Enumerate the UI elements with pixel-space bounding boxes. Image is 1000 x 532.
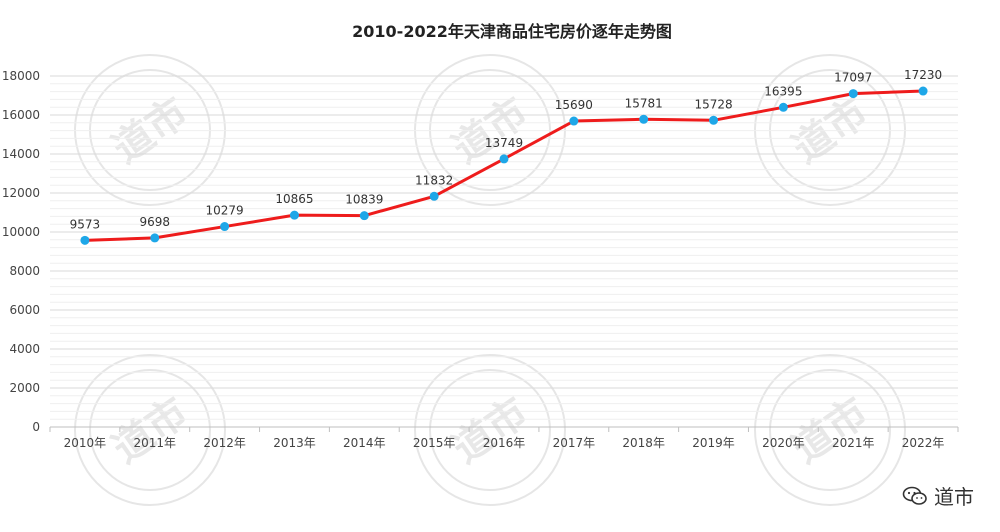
data-point [569,116,579,126]
data-point [639,114,649,124]
x-axis: 2010年 2011年 2012年 2013年 2014年 2015年 2016年 2017年… [49,426,959,450]
watermark-text: 道市 [785,389,877,473]
x-tick-label: 2010年 [64,436,107,450]
data-label: 15781 [625,96,663,110]
data-label: 10839 [345,193,383,207]
x-tick-label: 2013年 [273,436,316,450]
y-tick-label: 4000 [9,342,40,356]
watermark-ring [754,54,906,206]
x-tick-label: 2020年 [762,436,805,450]
brand-name: 道市 [934,485,974,509]
x-tick-label: 2012年 [203,436,246,450]
data-point [150,233,160,243]
watermark-text: 道市 [105,389,197,473]
data-label: 9573 [70,217,101,231]
watermark-text: 道市 [445,389,537,473]
data-label: 17097 [834,71,872,85]
y-axis: 0 2000 4000 6000 8000 10000 12000 14000 16000 180… [2,69,40,434]
data-point [359,211,369,221]
x-tick-label: 2022年 [902,436,945,450]
data-point [848,89,858,99]
y-tick-label: 12000 [2,186,40,200]
data-label: 10865 [275,192,313,206]
y-tick-label: 2000 [9,381,40,395]
data-label: 17230 [904,68,942,82]
data-point [429,191,439,201]
data-label: 15728 [694,97,732,111]
data-markers [80,86,928,245]
y-tick-label: 16000 [2,108,40,122]
y-tick-label: 18000 [2,69,40,83]
data-labels: 9573 9698 10279 10865 10839 11832 13749 15690 15… [70,68,943,231]
watermark-ring [74,54,226,206]
wechat-icon [902,486,927,505]
y-tick-label: 10000 [2,225,40,239]
data-point [220,222,230,232]
data-point [289,210,299,220]
watermark-ring [429,369,551,491]
y-tick-label: 0 [32,420,40,434]
watermark-ring [769,369,891,491]
data-label: 11832 [415,173,453,187]
watermark-ring [414,54,566,206]
data-point [499,154,509,164]
data-label: 13749 [485,136,523,150]
y-tick-label: 14000 [2,147,40,161]
x-tick-label: 2016年 [483,436,526,450]
watermark-ring [89,69,211,191]
x-tick-label: 2015年 [413,436,456,450]
data-point [918,86,928,96]
watermark-ring [414,354,566,506]
y-tick-label: 6000 [9,303,40,317]
x-tick-label: 2011年 [133,436,176,450]
x-tick-label: 2017年 [553,436,596,450]
watermark-ring [769,69,891,191]
x-tick-label: 2018年 [622,436,665,450]
watermark-ring [754,354,906,506]
watermark-ring [429,69,551,191]
watermark-ring [89,369,211,491]
data-label: 16395 [764,84,802,98]
gridlines [50,75,958,428]
x-tick-label: 2021年 [832,436,875,450]
data-label: 9698 [139,215,170,229]
x-tick-label: 2014年 [343,436,386,450]
data-point [709,115,719,125]
data-label: 10279 [206,204,244,218]
data-point [778,102,788,112]
chart-title: 2010-2022年天津商品住宅房价逐年走势图 [352,22,672,41]
x-tick-label: 2019年 [692,436,735,450]
data-label: 15690 [555,98,593,112]
watermark-ring [74,354,226,506]
data-point [80,235,90,245]
y-tick-label: 8000 [9,264,40,278]
brand-badge: 道市 [902,481,974,510]
